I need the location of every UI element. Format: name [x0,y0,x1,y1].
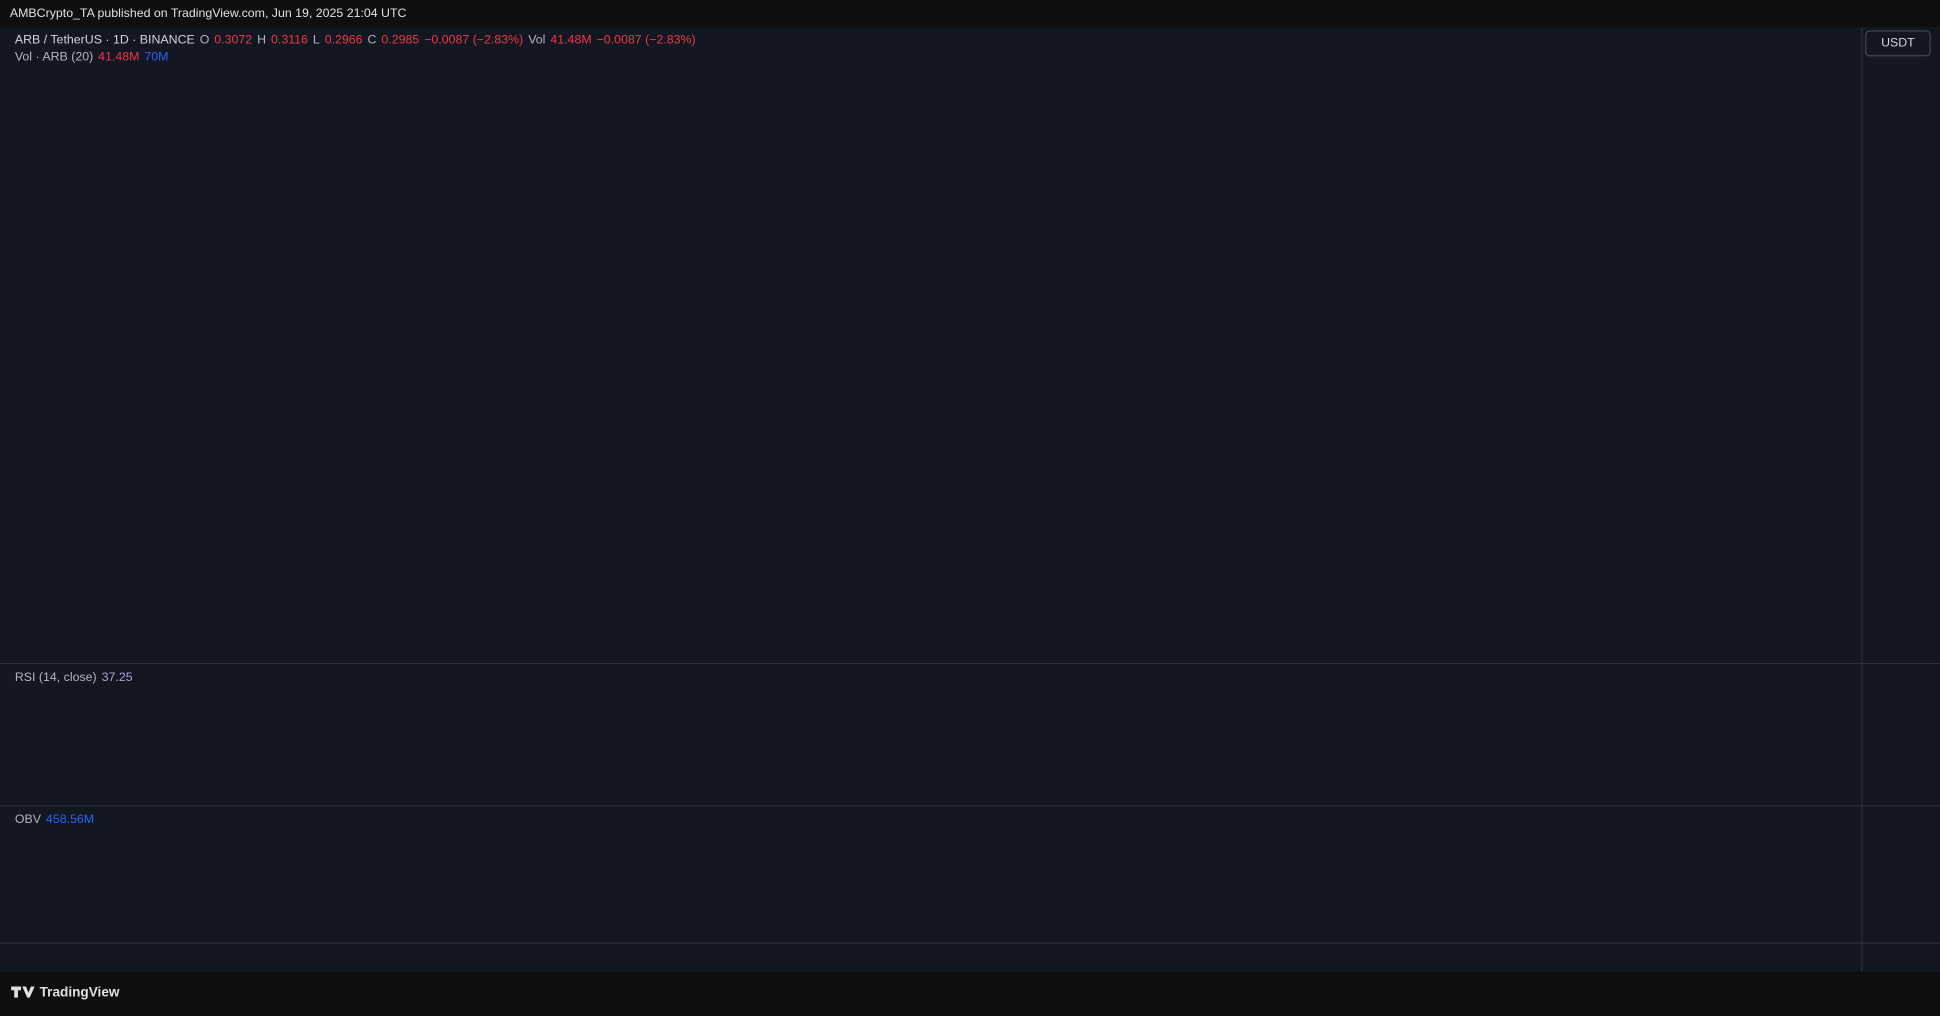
tradingview-logo [11,986,35,998]
rsi-legend: RSI (14, close) 37.25 [15,671,133,685]
legend-value: 0.3072 [214,33,253,48]
obv-title: OBV [14,813,41,827]
obv-value: 458.56M [45,813,95,827]
legend-key: O [199,33,210,48]
symbol: ARB / TetherUS · 1D · BINANCE [14,33,195,48]
currency-label: USDT [1881,36,1915,50]
legend-key: C [367,33,377,48]
volume-value: 41.48M [98,50,140,65]
rsi-title: RSI (14, close) [14,670,97,685]
currency-button[interactable] [1865,30,1931,57]
volume-name: Vol · ARB (20) [14,50,94,65]
footer-bar [0,972,1940,1011]
legend-value: 0.2985 [381,33,420,48]
chart-background [0,27,1940,972]
volume-ma-value: 70M [144,50,169,65]
legend-value: 0.3116 [270,33,308,48]
obv-legend: OBV 458.56M [15,813,94,827]
legend-key: H [257,33,267,48]
rsi-value: 37.25 [101,670,133,685]
volume-legend: Vol · ARB (20) 41.48M 70M [15,51,169,65]
legend-value: 0.2966 [324,33,363,48]
legend-change: −0.0087 (−2.83%) [596,33,696,48]
legend-key: Vol [528,33,546,48]
header: AMBCrypto_TA published on TradingView.co… [10,6,407,20]
legend-key: L [312,33,320,48]
footer-brand: TradingView [40,984,120,999]
legend-change: −0.0087 (−2.83%) [424,33,524,48]
legend-value: 41.48M [550,33,592,48]
